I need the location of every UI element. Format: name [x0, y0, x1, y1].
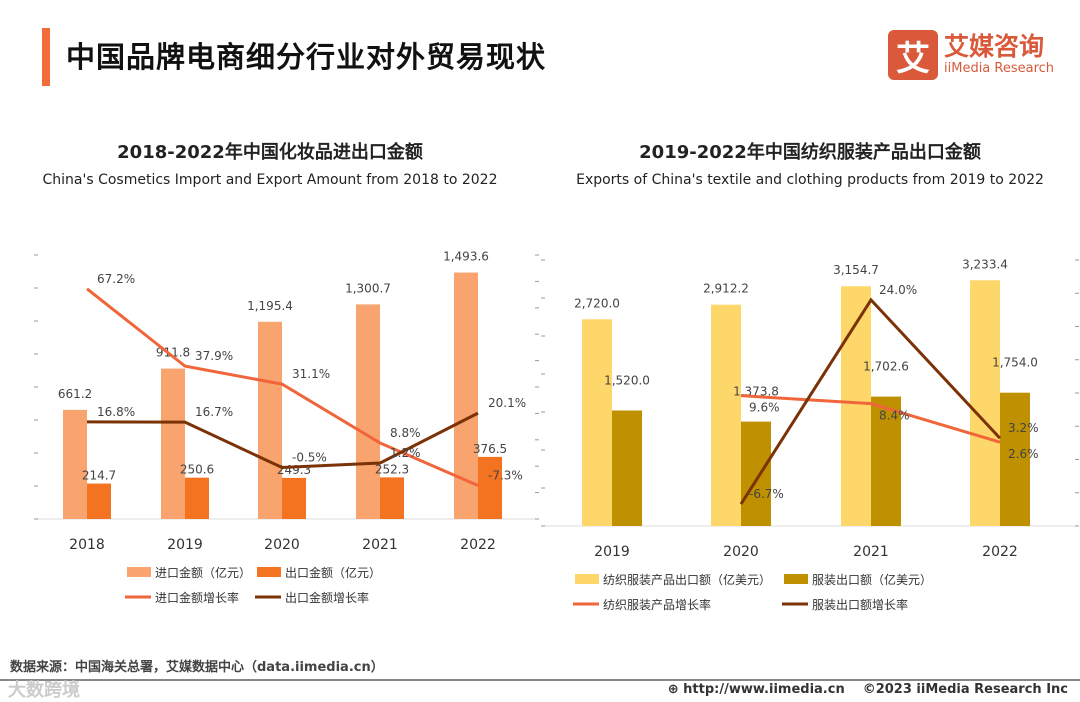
- bar: [87, 483, 111, 519]
- iimedia-logo: 艾 艾媒咨询 iiMedia Research: [888, 30, 1054, 80]
- bar: [380, 477, 404, 519]
- legend-label: 纺织服装产品增长率: [603, 597, 711, 612]
- bar: [1000, 392, 1030, 526]
- rate-label: 24.0%: [879, 283, 917, 297]
- bar-value-label: 1,300.7: [345, 281, 391, 295]
- legend-label: 出口金额增长率: [285, 590, 369, 605]
- watermark: 大数跨境: [8, 680, 80, 701]
- x-tick-label: 2019: [594, 544, 630, 560]
- rate-label: 37.9%: [195, 349, 233, 363]
- logo-cn: 艾媒咨询: [944, 32, 1045, 61]
- line-series: [740, 394, 1001, 444]
- rate-label: 8.8%: [390, 426, 421, 440]
- globe-icon: ⊕: [667, 682, 679, 697]
- legend-swatch: [257, 567, 281, 577]
- rate-label: 16.7%: [195, 405, 233, 419]
- bar: [454, 272, 478, 519]
- rate-label: -0.5%: [292, 451, 327, 465]
- bar: [970, 280, 1000, 526]
- bar-value-label: 1,754.0: [992, 356, 1038, 370]
- bar-value-label: 3,154.7: [833, 263, 879, 277]
- legend-label: 服装出口额（亿美元）: [812, 572, 932, 587]
- legend-swatch: [127, 567, 151, 577]
- bar: [612, 410, 642, 526]
- x-tick-label: 2018: [69, 537, 105, 553]
- line-series: [86, 411, 479, 470]
- bar-value-label: 252.3: [375, 462, 409, 476]
- rate-label: 31.1%: [292, 367, 330, 381]
- bar: [356, 304, 380, 519]
- x-tick-label: 2022: [982, 544, 1018, 560]
- bar: [711, 304, 741, 526]
- bar: [63, 409, 87, 519]
- bar-value-label: 1,195.4: [247, 299, 293, 313]
- x-tick-label: 2021: [362, 537, 398, 553]
- bar-value-label: 1,493.6: [443, 250, 489, 264]
- bar: [741, 421, 771, 526]
- x-tick-label: 2020: [723, 544, 759, 560]
- legend-label: 进口金额（亿元）: [155, 565, 251, 580]
- legend-swatch: [784, 574, 808, 584]
- bar-value-label: 3,233.4: [962, 257, 1008, 271]
- x-tick-label: 2020: [264, 537, 300, 553]
- rate-label: 9.6%: [749, 401, 780, 415]
- bar-value-label: 376.5: [473, 442, 507, 456]
- bar: [478, 456, 502, 519]
- title-accent-bar: [42, 28, 50, 86]
- bar: [582, 319, 612, 526]
- legend-swatch: [575, 574, 599, 584]
- bar-value-label: 250.6: [180, 463, 214, 477]
- chart-title-cosmetics: 2018-2022年中国化妆品进出口金额: [117, 142, 423, 163]
- bar-value-label: 661.2: [58, 387, 92, 401]
- rate-label: 20.1%: [488, 396, 526, 410]
- rate-label: -6.7%: [749, 487, 784, 501]
- chart-subtitle-cosmetics: China's Cosmetics Import and Export Amou…: [42, 172, 498, 188]
- logo-mark: 艾: [888, 30, 938, 80]
- bar: [258, 321, 282, 519]
- data-source: 数据来源：中国海关总署，艾媒数据中心（data.iimedia.cn）: [10, 660, 384, 675]
- bar: [871, 396, 901, 526]
- rate-label: 3.2%: [1008, 421, 1039, 435]
- rate-label: 67.2%: [97, 272, 135, 286]
- footer-divider: [0, 679, 1080, 681]
- legend-label: 服装出口额增长率: [812, 597, 908, 612]
- logo-en: iiMedia Research: [944, 61, 1055, 76]
- bar: [185, 477, 209, 519]
- bar: [161, 368, 185, 519]
- line-series: [86, 287, 479, 487]
- bar-value-label: 1,520.0: [604, 373, 650, 387]
- legend-label: 出口金额（亿元）: [285, 565, 381, 580]
- x-tick-label: 2021: [853, 544, 889, 560]
- bar-value-label: 214.7: [82, 469, 116, 483]
- x-tick-label: 2019: [167, 537, 203, 553]
- rate-label: 16.8%: [97, 405, 135, 419]
- chart-title-textile: 2019-2022年中国纺织服装产品出口金额: [639, 142, 981, 163]
- legend-label: 纺织服装产品出口额（亿美元）: [603, 572, 771, 587]
- page-title: 中国品牌电商细分行业对外贸易现状: [66, 40, 547, 74]
- rate-label: 1.2%: [390, 446, 421, 460]
- footer: ⊕ http://www.iimedia.cn ©2023 iiMedia Re…: [668, 682, 1068, 697]
- bar-value-label: 2,720.0: [574, 296, 620, 310]
- copyright: ©2023 iiMedia Research Inc: [862, 682, 1068, 697]
- bar-value-label: 1,702.6: [863, 360, 909, 374]
- rate-label: 8.4%: [879, 409, 910, 423]
- bar-value-label: 2,912.2: [703, 282, 749, 296]
- legend-label: 进口金额增长率: [155, 590, 239, 605]
- website-url: http://www.iimedia.cn: [683, 682, 845, 697]
- rate-label: 2.6%: [1008, 447, 1039, 461]
- website-link[interactable]: ⊕ http://www.iimedia.cn: [668, 682, 845, 697]
- rate-label: -7.3%: [488, 468, 523, 482]
- chart-subtitle-textile: Exports of China's textile and clothing …: [576, 172, 1044, 188]
- line-series: [739, 297, 1002, 505]
- x-tick-label: 2022: [460, 537, 496, 553]
- bar: [282, 477, 306, 519]
